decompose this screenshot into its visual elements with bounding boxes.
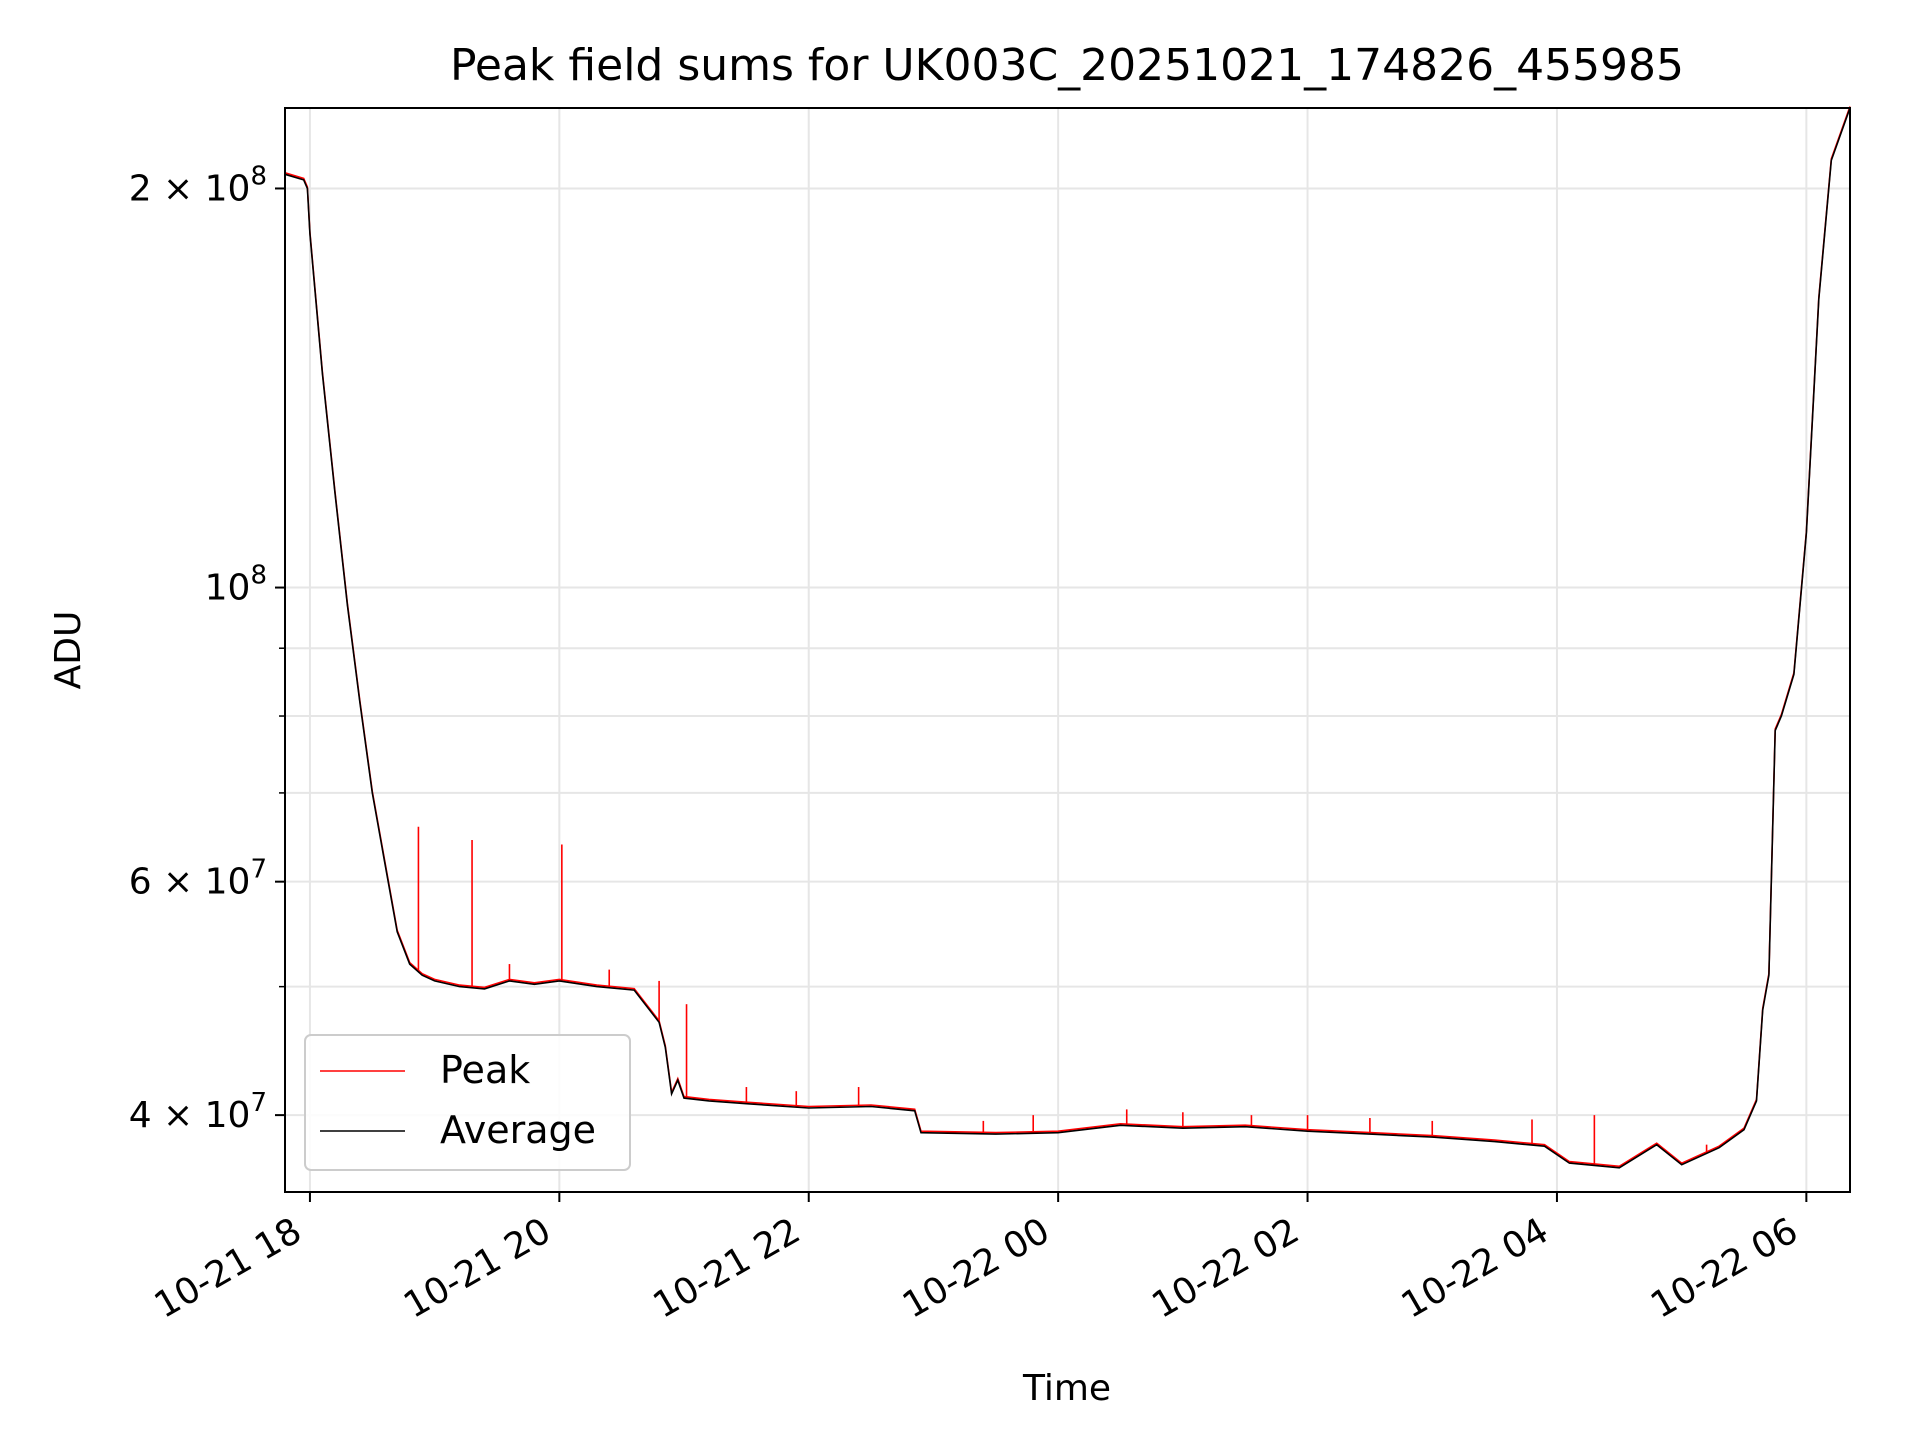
y-tick-mantissa: 2 × 10	[129, 168, 251, 209]
y-axis-label: ADU	[48, 611, 89, 690]
chart-title: Peak field sums for UK003C_20251021_1748…	[450, 40, 1684, 91]
y-tick-exponent: 7	[250, 1088, 267, 1118]
y-tick-label: 2 × 108	[129, 161, 267, 209]
legend-peak-label: Peak	[440, 1048, 530, 1092]
y-tick-label: 6 × 107	[129, 855, 267, 903]
legend-average-label: Average	[440, 1108, 596, 1152]
y-tick-mantissa: 6 × 10	[129, 862, 251, 903]
y-tick-exponent: 8	[250, 561, 267, 591]
grid	[285, 108, 1850, 1192]
legend-box	[304, 1034, 631, 1171]
legend: Peak Average	[304, 1034, 631, 1171]
y-tick-mantissa: 4 × 10	[129, 1095, 251, 1136]
plot-lines	[284, 106, 1851, 1169]
y-tick-label: 108	[205, 561, 267, 609]
y-tick-mantissa: 10	[205, 568, 251, 609]
average-series-line	[284, 107, 1851, 1169]
y-tick-exponent: 8	[250, 161, 267, 191]
plot-frame	[284, 107, 1851, 1193]
y-tick-exponent: 7	[250, 855, 267, 885]
y-tick-label: 4 × 107	[129, 1088, 267, 1136]
x-axis-label: Time	[1022, 1368, 1111, 1409]
